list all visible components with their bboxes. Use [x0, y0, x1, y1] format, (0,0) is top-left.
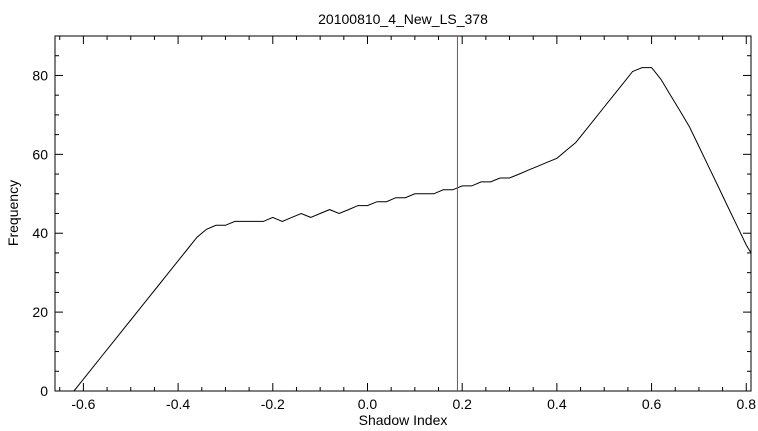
x-tick-label: -0.2: [261, 396, 285, 412]
x-tick-label: 0.6: [642, 396, 662, 412]
y-tick-label: 20: [32, 304, 48, 320]
x-tick-label: -0.6: [71, 396, 95, 412]
y-tick-label: 60: [32, 146, 48, 162]
y-tick-label: 0: [40, 383, 48, 399]
x-tick-label: -0.4: [166, 396, 190, 412]
x-axis-label: Shadow Index: [359, 412, 448, 428]
x-tick-label: 0.4: [547, 396, 567, 412]
y-tick-label: 40: [32, 225, 48, 241]
x-tick-label: 0.8: [737, 396, 757, 412]
chart-title: 20100810_4_New_LS_378: [318, 11, 488, 27]
y-tick-label: 80: [32, 67, 48, 83]
x-tick-label: 0.0: [358, 396, 378, 412]
data-series-line: [74, 68, 751, 391]
x-tick-label: 0.2: [452, 396, 472, 412]
x-ticks: -0.6 -0.4 -0.2 0.0 0.2 0.4 0.6 0.8: [60, 36, 756, 412]
y-ticks: 0 20 40 60 80: [32, 56, 751, 399]
plot-frame: [55, 36, 751, 391]
y-axis-label: Frequency: [5, 180, 21, 246]
